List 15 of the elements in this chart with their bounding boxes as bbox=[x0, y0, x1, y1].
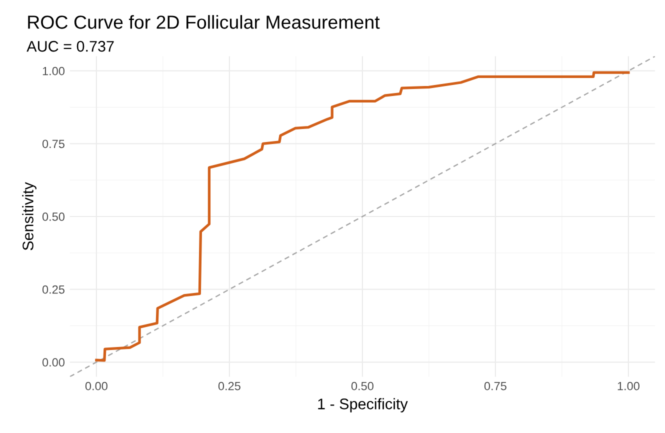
y-tick-label: 1.00 bbox=[42, 66, 65, 76]
y-tick-label: 0.50 bbox=[42, 212, 65, 221]
x-tick-label: 1.00 bbox=[618, 382, 640, 390]
x-axis-title: 1 - Specificity bbox=[318, 398, 408, 412]
x-tick-label: 0.75 bbox=[484, 382, 506, 390]
y-tick-label: 0.00 bbox=[42, 358, 65, 367]
y-axis-title: Sensitivity bbox=[22, 182, 36, 250]
line-series bbox=[95, 71, 630, 362]
x-tick-label: 0.25 bbox=[218, 382, 240, 390]
x-tick-label: 0.00 bbox=[85, 382, 108, 390]
x-tick-label: 0.50 bbox=[351, 382, 374, 390]
chart-subtitle: AUC = 0.737 bbox=[26, 40, 114, 52]
chart-title: ROC Curve for 2D Follicular Measurement bbox=[28, 15, 380, 29]
y-tick-label: 0.75 bbox=[42, 140, 64, 148]
y-tick-label: 0.25 bbox=[42, 285, 64, 294]
